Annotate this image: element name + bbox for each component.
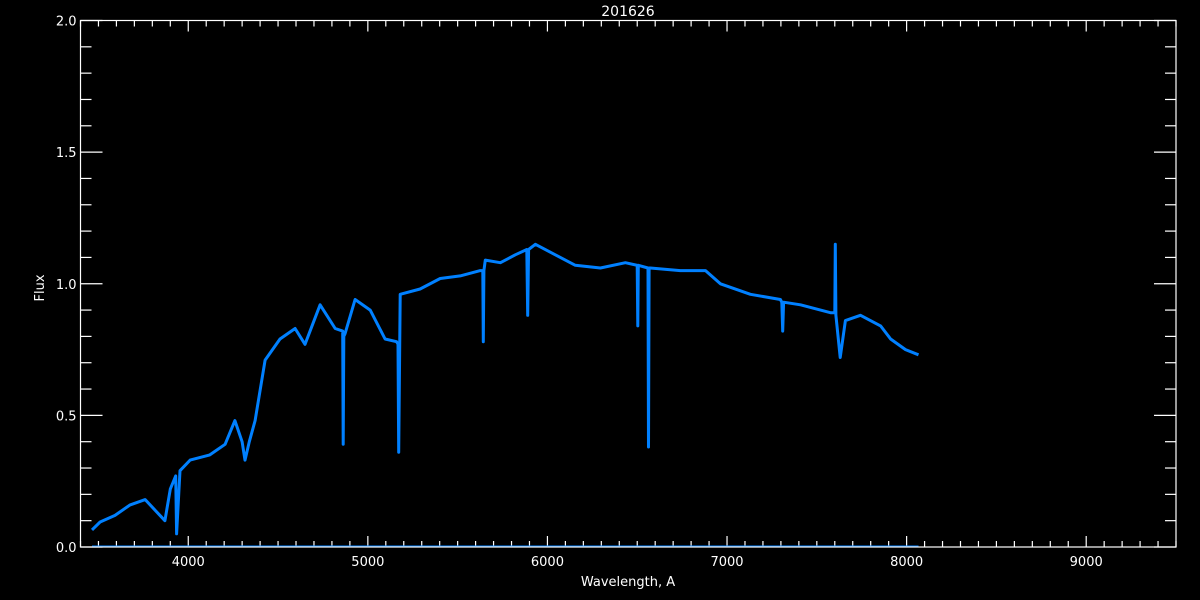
series-group — [90, 242, 920, 547]
x-tick-label: 4000 — [172, 555, 205, 570]
chart-title: 201626 — [601, 4, 655, 20]
y-tick-label: 1.0 — [56, 278, 77, 293]
plot-frame — [79, 19, 1177, 548]
x-axis-label: Wavelength, A — [581, 575, 675, 590]
x-tick-label: 8000 — [890, 555, 923, 570]
flux-series-line — [90, 242, 920, 536]
axis-ticks — [79, 19, 1177, 548]
y-tick-label: 0.0 — [56, 541, 77, 556]
y-axis-label: Flux — [33, 274, 48, 301]
x-tick-label: 5000 — [351, 555, 384, 570]
x-tick-label: 6000 — [531, 555, 564, 570]
tick-labels: 4000 5000 6000 7000 8000 9000 0.0 0.5 1.0 1.5 2.0 — [56, 15, 1103, 571]
y-tick-label: 0.5 — [56, 409, 77, 424]
y-tick-label: 2.0 — [56, 15, 77, 30]
x-tick-label: 7000 — [710, 555, 743, 570]
x-tick-label: 9000 — [1070, 555, 1103, 570]
y-tick-label: 1.5 — [56, 146, 77, 161]
